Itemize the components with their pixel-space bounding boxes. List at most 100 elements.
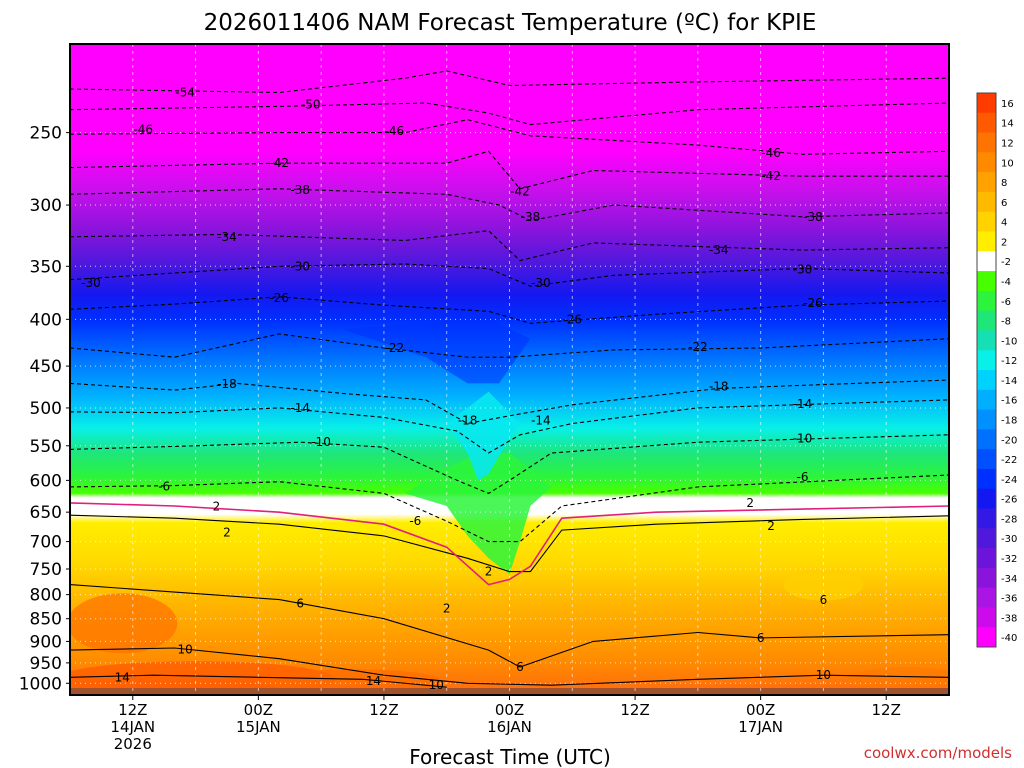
contour-label: -34 bbox=[217, 230, 237, 244]
pressure-tick-label: 250 bbox=[30, 124, 62, 144]
cold-dip-band-green bbox=[404, 453, 552, 575]
cold-dip-band-blue bbox=[342, 319, 531, 384]
colorbar-swatch bbox=[977, 528, 996, 549]
colorbar-swatch bbox=[977, 488, 996, 509]
contour-label: -46 bbox=[761, 146, 781, 160]
contour-label: -6 bbox=[409, 514, 421, 528]
colorbar-frame bbox=[976, 92, 997, 648]
colorbar-swatch bbox=[977, 132, 996, 153]
colorbar-swatch bbox=[977, 211, 996, 232]
contour-label: -34 bbox=[709, 243, 729, 257]
contour-label: -38 bbox=[803, 210, 823, 224]
contour-label: 6 bbox=[757, 631, 765, 645]
colorbar-label: 14 bbox=[1001, 119, 1014, 130]
contour-label: -10 bbox=[793, 432, 813, 446]
contour-label: 14 bbox=[115, 670, 130, 684]
warm-pocket bbox=[70, 661, 336, 695]
contour-label: -22 bbox=[688, 340, 708, 354]
colorbar-label: -20 bbox=[1001, 435, 1017, 446]
colorbar-swatch bbox=[977, 548, 996, 569]
pressure-tick-label: 800 bbox=[30, 586, 62, 606]
colorbar-label: -32 bbox=[1001, 554, 1017, 565]
contour-line bbox=[70, 674, 447, 688]
pressure-tick-label: 900 bbox=[30, 632, 62, 652]
contour-label: -14 bbox=[793, 397, 813, 411]
chart-title: 2026011406 NAM Forecast Temperature (ºC)… bbox=[204, 10, 817, 36]
colorbar-label: -8 bbox=[1001, 317, 1011, 328]
contour-label: -18 bbox=[709, 380, 729, 394]
contour-label: 6 bbox=[516, 660, 524, 674]
pressure-tick-label: 1000 bbox=[19, 674, 62, 694]
colorbar-swatch bbox=[977, 409, 996, 430]
colorbar: 16 14 12 10 8 6 4 2 -2 -4 -6 -8 -10 -12 -14 -16 -18 -20 -2… bbox=[976, 92, 1017, 648]
contour-line bbox=[70, 188, 949, 222]
colorbar-label: -28 bbox=[1001, 514, 1017, 525]
colorbar-label: -38 bbox=[1001, 613, 1017, 624]
pressure-tick-label: 450 bbox=[30, 357, 62, 377]
contour-line bbox=[70, 434, 949, 495]
plot-area: -54-50-46 -46-46-42-42-42-38-38 -38-34-34-… bbox=[70, 44, 949, 695]
contour-lines bbox=[70, 70, 949, 688]
colorbar-swatch bbox=[977, 468, 996, 490]
colorbar-swatch bbox=[977, 429, 996, 450]
contour-label: -38 bbox=[290, 183, 310, 197]
cold-intrusion bbox=[342, 319, 552, 575]
contour-label: -42 bbox=[510, 185, 530, 199]
contour-line bbox=[70, 150, 949, 190]
colorbar-label: 16 bbox=[1001, 99, 1014, 110]
contour-label: 10 bbox=[816, 668, 831, 682]
colorbar-swatch bbox=[977, 231, 996, 252]
contour-label: -46 bbox=[133, 122, 153, 136]
pressure-tick-label: 850 bbox=[30, 610, 62, 630]
colorbar-swatch bbox=[977, 112, 996, 134]
contour-label: -26 bbox=[803, 296, 823, 310]
pressure-tick-label: 750 bbox=[30, 560, 62, 580]
colorbar-swatch bbox=[977, 607, 996, 628]
colorbar-swatch bbox=[977, 587, 996, 608]
contour-label: -22 bbox=[385, 341, 405, 355]
pressure-tick-label: 600 bbox=[30, 471, 62, 491]
time-tick-label: 00Z bbox=[746, 701, 775, 719]
colorbar-label: -12 bbox=[1001, 356, 1017, 367]
contour-label: -6 bbox=[797, 470, 809, 484]
contour-label: 2 bbox=[443, 601, 451, 615]
pressure-tick-label: 500 bbox=[30, 399, 62, 419]
colorbar-swatch bbox=[977, 152, 996, 173]
contour-label: 2 bbox=[213, 500, 221, 514]
time-tick-label: 00Z bbox=[244, 701, 273, 719]
contour-label: -6 bbox=[158, 479, 170, 493]
time-tick-label: 12Z bbox=[369, 701, 398, 719]
colorbar-label: 12 bbox=[1001, 138, 1014, 149]
pressure-tick-label: 300 bbox=[30, 196, 62, 216]
contour-line bbox=[70, 647, 949, 686]
colorbar-label: -34 bbox=[1001, 574, 1017, 585]
time-tick-label: 17JAN bbox=[738, 718, 783, 736]
colorbar-label: -22 bbox=[1001, 455, 1017, 466]
contour-label: 14 bbox=[366, 674, 381, 688]
time-tick-label: 00Z bbox=[495, 701, 524, 719]
ground bbox=[70, 687, 949, 695]
colorbar-swatch bbox=[977, 449, 996, 470]
colorbar-swatch bbox=[977, 251, 996, 272]
colorbar-swatch bbox=[977, 172, 996, 193]
contour-label: 2 bbox=[223, 525, 231, 539]
contour-label: 2 bbox=[485, 565, 493, 579]
contour-label: -46 bbox=[385, 124, 405, 138]
contour-label: 10 bbox=[177, 643, 192, 657]
pressure-tick-label: 550 bbox=[30, 437, 62, 457]
contour-label: -50 bbox=[301, 98, 321, 112]
contour-line bbox=[70, 70, 949, 94]
colorbar-label: 6 bbox=[1001, 198, 1007, 209]
contour-line bbox=[70, 102, 949, 126]
warm-pocket bbox=[70, 593, 178, 654]
time-tick-label: 2026 bbox=[114, 735, 152, 753]
cold-dip-band-cyan bbox=[446, 391, 520, 481]
contour-label: -30 bbox=[290, 259, 310, 273]
colorbar-label: 8 bbox=[1001, 178, 1007, 189]
colorbar-label: 10 bbox=[1001, 158, 1014, 169]
contour-label: -10 bbox=[311, 435, 331, 449]
contour-line bbox=[70, 399, 949, 454]
contour-label: 6 bbox=[820, 593, 828, 607]
